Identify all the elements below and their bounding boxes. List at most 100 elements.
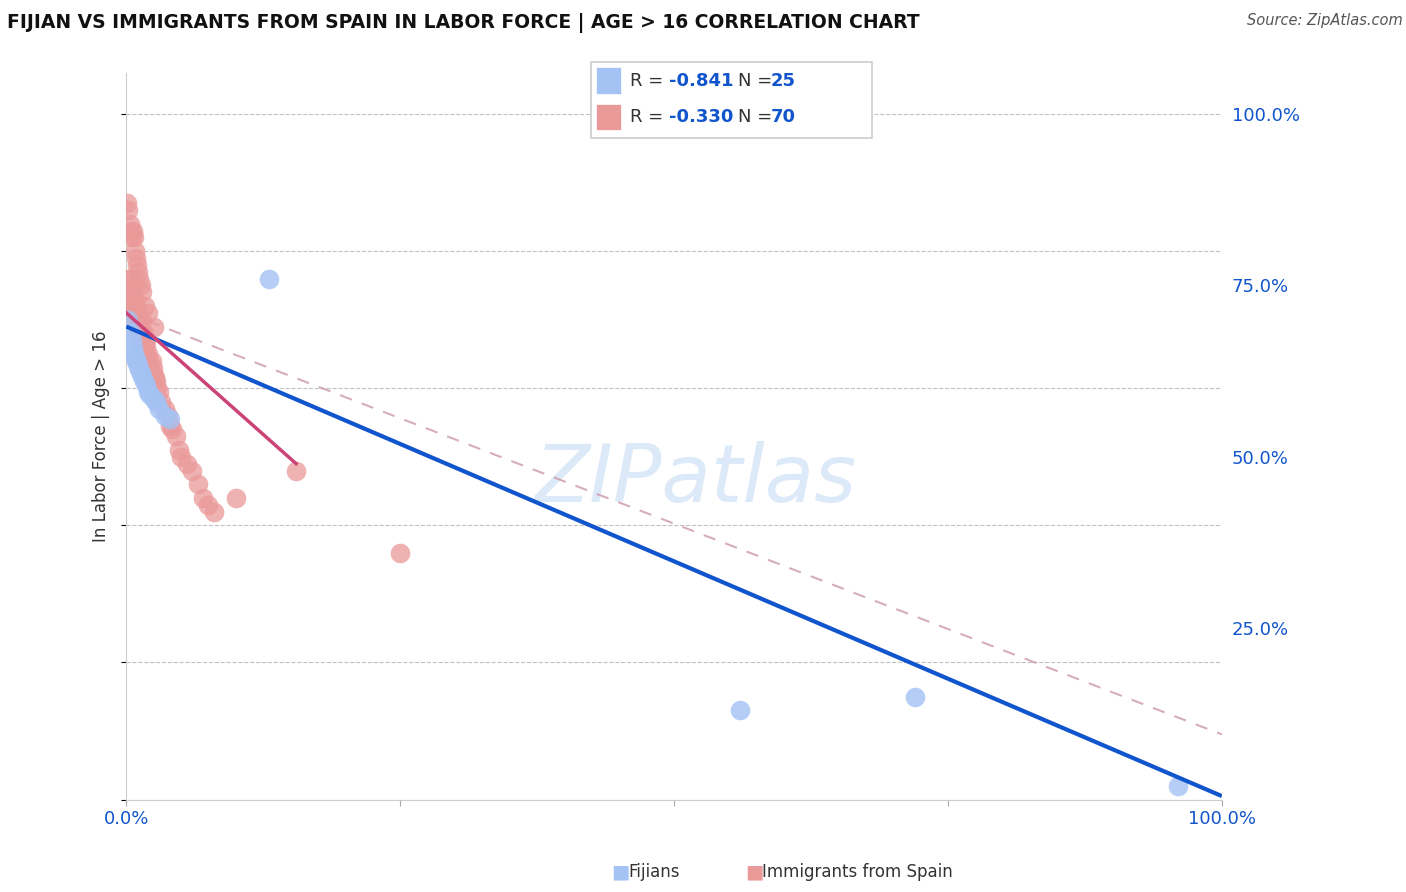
Point <box>127 326 149 341</box>
Point <box>129 278 152 293</box>
Point <box>170 450 193 464</box>
Point <box>132 347 155 361</box>
Point <box>136 354 159 368</box>
Point <box>145 375 167 389</box>
Point <box>134 347 156 361</box>
Point <box>128 319 150 334</box>
Text: 70: 70 <box>770 108 796 126</box>
Point <box>129 366 152 380</box>
Point <box>148 384 170 399</box>
Point <box>139 388 162 402</box>
Point <box>176 457 198 471</box>
Text: 25: 25 <box>770 71 796 90</box>
Point <box>142 392 165 406</box>
Point <box>125 251 148 265</box>
Point <box>127 306 149 320</box>
Point <box>145 395 167 409</box>
Point <box>139 360 162 375</box>
Text: -0.330: -0.330 <box>669 108 734 126</box>
Text: Source: ZipAtlas.com: Source: ZipAtlas.com <box>1247 13 1403 29</box>
Point <box>124 244 146 259</box>
Point <box>132 375 155 389</box>
Text: N =: N = <box>738 71 778 90</box>
Text: FIJIAN VS IMMIGRANTS FROM SPAIN IN LABOR FORCE | AGE > 16 CORRELATION CHART: FIJIAN VS IMMIGRANTS FROM SPAIN IN LABOR… <box>7 13 920 33</box>
Point <box>148 401 170 416</box>
Point <box>118 217 141 231</box>
Point <box>131 312 153 326</box>
Point <box>121 333 143 347</box>
Point <box>153 409 176 423</box>
Point <box>131 326 153 341</box>
Point <box>181 463 204 477</box>
Point <box>127 312 149 326</box>
Point <box>389 546 412 560</box>
Y-axis label: In Labor Force | Age > 16: In Labor Force | Age > 16 <box>93 331 110 542</box>
Point <box>117 312 139 326</box>
Point <box>122 278 145 293</box>
Point <box>122 340 145 354</box>
Point <box>117 202 139 217</box>
Text: -0.841: -0.841 <box>669 71 734 90</box>
Point <box>159 419 181 434</box>
Point <box>143 371 166 385</box>
Point <box>257 271 280 285</box>
Point <box>117 196 139 211</box>
Point <box>122 230 145 244</box>
Point <box>136 306 159 320</box>
Point <box>135 340 157 354</box>
Point <box>122 224 145 238</box>
Point <box>121 230 143 244</box>
Point <box>122 347 145 361</box>
Text: Fijians: Fijians <box>628 863 681 881</box>
Point <box>142 319 165 334</box>
Point <box>121 285 143 300</box>
Point <box>156 409 179 423</box>
Point <box>159 412 181 426</box>
Point <box>132 326 155 341</box>
Point <box>131 285 153 300</box>
Point <box>153 401 176 416</box>
Text: ZIPatlas: ZIPatlas <box>534 441 858 519</box>
Point <box>117 285 139 300</box>
Point <box>135 377 157 392</box>
Point <box>167 442 190 457</box>
Text: ■: ■ <box>612 863 630 882</box>
Point <box>124 306 146 320</box>
Point <box>131 368 153 383</box>
Point <box>122 299 145 313</box>
Point <box>125 354 148 368</box>
Point <box>128 362 150 376</box>
Point <box>127 265 149 279</box>
Text: R =: R = <box>630 108 669 126</box>
Point <box>128 271 150 285</box>
Point <box>124 292 146 306</box>
Point <box>120 312 142 326</box>
Point <box>1167 779 1189 793</box>
Point <box>118 271 141 285</box>
Point <box>132 340 155 354</box>
Point <box>121 299 143 313</box>
Point <box>135 333 157 347</box>
Point <box>138 354 160 368</box>
Text: N =: N = <box>738 108 778 126</box>
Point <box>162 422 184 436</box>
Point <box>134 299 156 313</box>
Point <box>191 491 214 505</box>
Point <box>128 312 150 326</box>
Point <box>904 690 927 704</box>
Point <box>120 224 142 238</box>
Point <box>197 498 219 512</box>
Point <box>225 491 247 505</box>
Point <box>186 477 208 491</box>
Point <box>127 359 149 374</box>
Point <box>127 258 149 272</box>
Point <box>285 463 308 477</box>
Point <box>142 360 165 375</box>
Point <box>136 347 159 361</box>
Point <box>202 505 225 519</box>
Text: Immigrants from Spain: Immigrants from Spain <box>762 863 953 881</box>
Point <box>125 299 148 313</box>
Point <box>127 355 149 369</box>
Point <box>150 395 173 409</box>
Point <box>136 384 159 399</box>
